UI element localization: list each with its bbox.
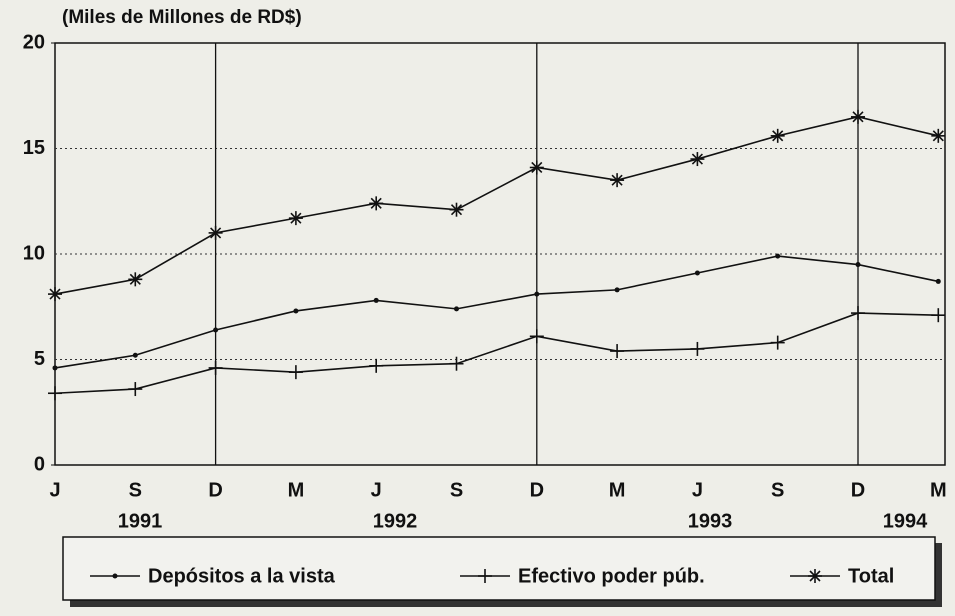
marker: [454, 306, 459, 312]
marker: [48, 386, 62, 401]
marker: [369, 358, 384, 373]
marker: [614, 287, 620, 293]
marker: [478, 569, 492, 583]
marker: [208, 225, 223, 240]
y-tick-label: 20: [23, 31, 45, 53]
marker: [851, 306, 865, 321]
x-tick-label: J: [371, 479, 382, 501]
marker-stroke: [129, 273, 141, 285]
marker: [851, 109, 865, 124]
marker: [610, 344, 625, 359]
marker: [288, 211, 303, 226]
marker: [128, 272, 143, 287]
marker: [112, 573, 118, 579]
marker: [369, 196, 384, 211]
year-label: 1991: [118, 510, 163, 532]
marker-stroke: [370, 197, 382, 209]
y-tick-label: 15: [23, 137, 45, 159]
marker-stroke: [691, 153, 703, 165]
series-line: [54, 116, 939, 295]
marker: [128, 382, 143, 397]
marker: [690, 152, 705, 167]
marker: [770, 128, 785, 143]
marker: [534, 291, 540, 297]
x-tick-label: S: [450, 479, 463, 501]
x-tick-label: M: [609, 479, 626, 501]
marker: [293, 308, 299, 314]
marker: [373, 297, 379, 303]
year-label: 1994: [883, 510, 928, 532]
y-tick-label: 5: [34, 348, 45, 370]
marker-stroke: [49, 288, 61, 300]
legend-label: Depósitos a la vista: [148, 565, 336, 587]
x-tick-label: M: [930, 479, 947, 501]
marker: [931, 308, 946, 323]
marker: [213, 327, 219, 333]
marker-stroke: [210, 227, 222, 239]
x-tick-label: S: [129, 479, 142, 501]
x-tick-label: M: [288, 479, 305, 501]
x-tick-label: S: [771, 479, 784, 501]
marker-stroke: [531, 161, 543, 174]
y-tick-label: 0: [34, 453, 45, 475]
marker: [694, 270, 700, 276]
year-label: 1993: [688, 510, 733, 532]
marker: [610, 173, 625, 188]
x-tick-label: D: [208, 479, 222, 501]
marker: [808, 569, 822, 583]
marker-stroke: [290, 212, 302, 224]
marker: [775, 253, 781, 259]
marker: [529, 329, 544, 344]
legend-label: Efectivo poder púb.: [518, 565, 705, 587]
legend-label: Total: [848, 565, 894, 587]
y-axis-label: (Miles de Millones de RD$): [62, 7, 302, 28]
x-tick-label: D: [851, 479, 865, 501]
marker-stroke: [852, 111, 864, 123]
marker: [931, 128, 946, 143]
legend-box: [62, 536, 936, 601]
x-tick-label: D: [530, 479, 544, 501]
marker: [288, 365, 303, 380]
marker: [132, 352, 138, 358]
marker-stroke: [450, 204, 463, 216]
marker: [529, 160, 544, 175]
marker: [855, 262, 861, 268]
marker-stroke: [932, 130, 944, 142]
marker-stroke: [772, 130, 784, 142]
marker: [690, 341, 705, 356]
x-tick-label: J: [49, 479, 60, 501]
marker: [48, 287, 62, 302]
marker-stroke: [611, 174, 623, 186]
marker: [770, 335, 785, 350]
y-tick-label: 10: [23, 242, 45, 264]
year-label: 1992: [373, 510, 418, 532]
marker: [449, 356, 464, 371]
series-line: [54, 255, 939, 369]
marker: [208, 360, 223, 375]
x-tick-label: J: [692, 479, 703, 501]
marker: [449, 202, 464, 217]
marker: [935, 278, 941, 284]
marker-stroke: [809, 570, 821, 582]
marker: [52, 365, 58, 371]
series-line: [54, 312, 939, 395]
